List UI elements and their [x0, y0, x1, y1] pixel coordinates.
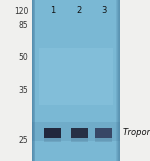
- Bar: [117, 0, 120, 161]
- Text: 85: 85: [19, 21, 28, 30]
- Bar: [119, 0, 120, 161]
- Text: 120: 120: [14, 7, 28, 16]
- Text: 3: 3: [101, 6, 106, 15]
- Bar: [117, 0, 120, 161]
- Bar: [32, 0, 34, 161]
- Bar: [32, 0, 35, 161]
- Bar: [32, 0, 120, 161]
- Bar: [116, 0, 120, 161]
- Bar: [32, 0, 33, 161]
- Text: 1: 1: [50, 6, 55, 15]
- Bar: [119, 0, 120, 161]
- Bar: [71, 138, 88, 142]
- Bar: [95, 138, 112, 142]
- Text: 2: 2: [77, 6, 82, 15]
- Bar: [71, 128, 88, 138]
- Text: 25: 25: [19, 136, 28, 145]
- Bar: [32, 122, 120, 141]
- Text: Troponin I3: Troponin I3: [123, 128, 150, 137]
- Bar: [44, 128, 61, 138]
- Bar: [95, 128, 112, 138]
- Bar: [32, 0, 35, 161]
- Bar: [44, 138, 61, 142]
- Bar: [118, 0, 120, 161]
- Bar: [32, 0, 33, 161]
- Bar: [39, 48, 112, 105]
- Text: 50: 50: [19, 53, 28, 62]
- Text: 35: 35: [19, 86, 28, 95]
